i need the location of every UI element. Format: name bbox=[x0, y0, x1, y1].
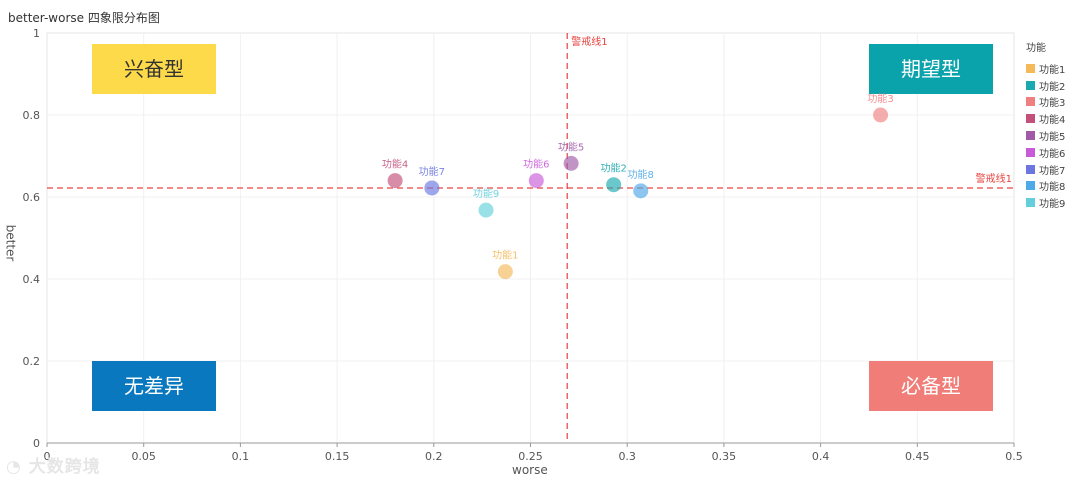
data-label: 功能4 bbox=[382, 158, 408, 171]
data-point bbox=[563, 155, 579, 171]
legend-label: 功能9 bbox=[1039, 199, 1066, 211]
chart-title: better-worse 四象限分布图 bbox=[8, 11, 160, 25]
legend-item[interactable]: 功能2 bbox=[1026, 77, 1065, 94]
legend-swatch bbox=[1026, 131, 1035, 141]
data-label: 功能6 bbox=[523, 158, 549, 171]
legend-swatch bbox=[1026, 181, 1035, 191]
ref-line-horizontal-label: 警戒线1 bbox=[976, 172, 1012, 185]
data-point bbox=[497, 264, 513, 280]
watermark-logo-icon: ◔ bbox=[6, 457, 22, 477]
y-tick-label: 1 bbox=[33, 27, 40, 40]
y-tick-label: 0.8 bbox=[23, 109, 41, 122]
data-label: 功能8 bbox=[628, 168, 654, 181]
data-label: 功能3 bbox=[867, 92, 893, 105]
quadrant-label-bottom-right: 必备型 bbox=[901, 374, 961, 398]
x-tick-label: 0.35 bbox=[712, 450, 737, 463]
data-label: 功能5 bbox=[558, 140, 584, 153]
data-point bbox=[478, 202, 494, 218]
watermark-text: 大数跨境 bbox=[28, 457, 101, 477]
data-point bbox=[424, 180, 440, 196]
legend-item[interactable]: 功能8 bbox=[1026, 178, 1065, 195]
y-tick-label: 0 bbox=[33, 437, 40, 450]
data-label: 功能7 bbox=[419, 165, 445, 178]
ref-line-vertical-label: 警戒线1 bbox=[571, 35, 607, 48]
x-tick-label: 0.15 bbox=[325, 450, 350, 463]
legend-label: 功能3 bbox=[1039, 98, 1066, 110]
y-tick-label: 0.6 bbox=[23, 191, 41, 204]
quadrant-box-bottom-left bbox=[92, 361, 216, 411]
legend-swatch bbox=[1026, 147, 1035, 157]
data-point bbox=[387, 173, 403, 189]
legend-label: 功能2 bbox=[1039, 81, 1066, 93]
data-point bbox=[873, 107, 889, 123]
y-tick-label: 0.2 bbox=[23, 355, 41, 368]
x-tick-label: 0.4 bbox=[812, 450, 830, 463]
legend-swatch bbox=[1026, 63, 1035, 73]
watermark: ◔ 大数跨境 bbox=[6, 452, 101, 477]
x-tick-label: 0.2 bbox=[425, 450, 443, 463]
data-label: 功能1 bbox=[492, 249, 518, 262]
data-point bbox=[528, 173, 544, 189]
x-tick-label: 0.45 bbox=[905, 450, 930, 463]
legend-label: 功能1 bbox=[1039, 64, 1066, 76]
quadrant-box-bottom-right bbox=[869, 361, 993, 411]
legend-swatch bbox=[1026, 198, 1035, 208]
legend-item[interactable]: 功能1 bbox=[1026, 60, 1065, 77]
legend-swatch bbox=[1026, 114, 1035, 124]
legend-label: 功能5 bbox=[1039, 132, 1066, 144]
legend-item[interactable]: 功能5 bbox=[1026, 127, 1065, 144]
data-point bbox=[633, 183, 649, 199]
legend-swatch bbox=[1026, 164, 1035, 174]
legend-label: 功能4 bbox=[1039, 115, 1066, 127]
y-tick-label: 0.4 bbox=[23, 273, 41, 286]
x-tick-label: 0.1 bbox=[232, 450, 250, 463]
legend: 功能 功能1 功能2 功能3 功能4 功能5 功能6 功能7 功能8 功能9 bbox=[1026, 39, 1065, 211]
x-tick-label: 0 bbox=[44, 450, 51, 463]
data-label: 功能2 bbox=[600, 162, 626, 175]
legend-item[interactable]: 功能4 bbox=[1026, 110, 1065, 127]
quadrant-label-top-right: 期望型 bbox=[901, 57, 961, 81]
data-label: 功能9 bbox=[473, 187, 499, 200]
legend-label: 功能7 bbox=[1039, 165, 1066, 177]
legend-swatch bbox=[1026, 97, 1035, 107]
data-point bbox=[606, 177, 622, 193]
y-axis-label: better bbox=[3, 224, 18, 262]
quadrant-label-top-left: 兴奋型 bbox=[124, 57, 184, 81]
legend-item[interactable]: 功能3 bbox=[1026, 94, 1065, 111]
quadrant-box-top-left bbox=[92, 44, 216, 94]
legend-label: 功能6 bbox=[1039, 148, 1066, 160]
x-tick-label: 0.05 bbox=[131, 450, 156, 463]
legend-item[interactable]: 功能9 bbox=[1026, 194, 1065, 211]
quadrant-label-bottom-left: 无差异 bbox=[124, 374, 184, 398]
x-tick-label: 0.3 bbox=[618, 450, 636, 463]
legend-title: 功能 bbox=[1026, 43, 1046, 54]
legend-item[interactable]: 功能7 bbox=[1026, 161, 1065, 178]
x-tick-label: 0.5 bbox=[1005, 450, 1023, 463]
legend-swatch bbox=[1026, 80, 1035, 90]
quadrant-box-top-right bbox=[869, 44, 993, 94]
x-axis-label: worse bbox=[512, 463, 548, 477]
legend-item[interactable]: 功能6 bbox=[1026, 144, 1065, 161]
x-tick-label: 0.25 bbox=[518, 450, 543, 463]
legend-label: 功能8 bbox=[1039, 182, 1066, 194]
